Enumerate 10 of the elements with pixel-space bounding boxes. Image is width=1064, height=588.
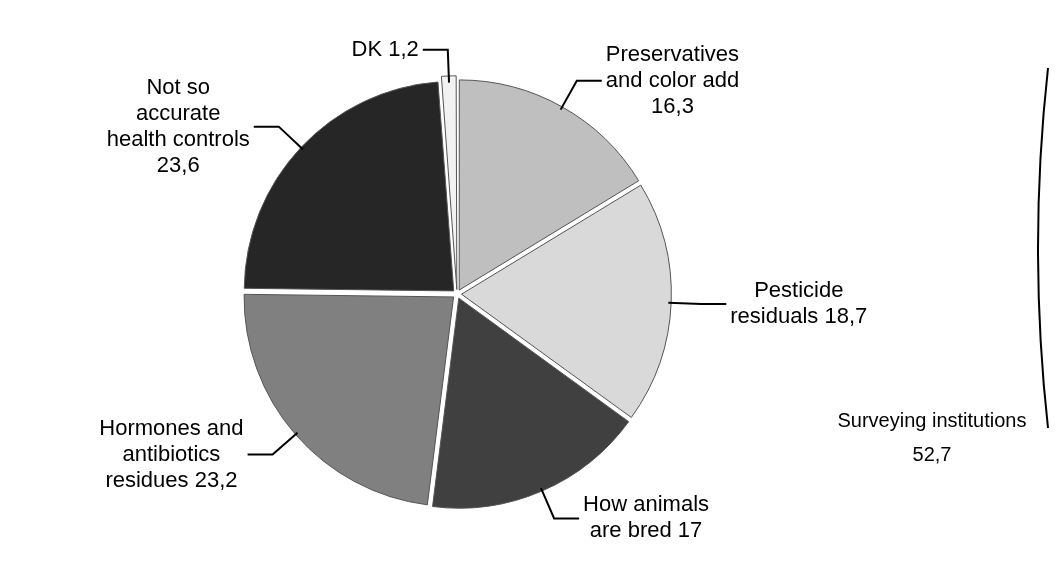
slice-label: How animals are bred 17 bbox=[583, 491, 710, 543]
slice-label: DK 1,2 bbox=[351, 35, 419, 61]
data-label: 23,6 bbox=[156, 151, 200, 177]
text: 52,7 bbox=[911, 442, 953, 467]
text: Surveying institutions bbox=[836, 408, 1028, 433]
slice-label: Pesticide residuals 18,7 bbox=[730, 277, 868, 329]
slice-label: Not so accurate health controls bbox=[106, 73, 250, 151]
slice-label: Preservatives and color add bbox=[605, 40, 740, 92]
slice-label: Hormones and antibiotics residues 23,2 bbox=[99, 414, 244, 492]
data-label: 16,3 bbox=[651, 92, 694, 118]
